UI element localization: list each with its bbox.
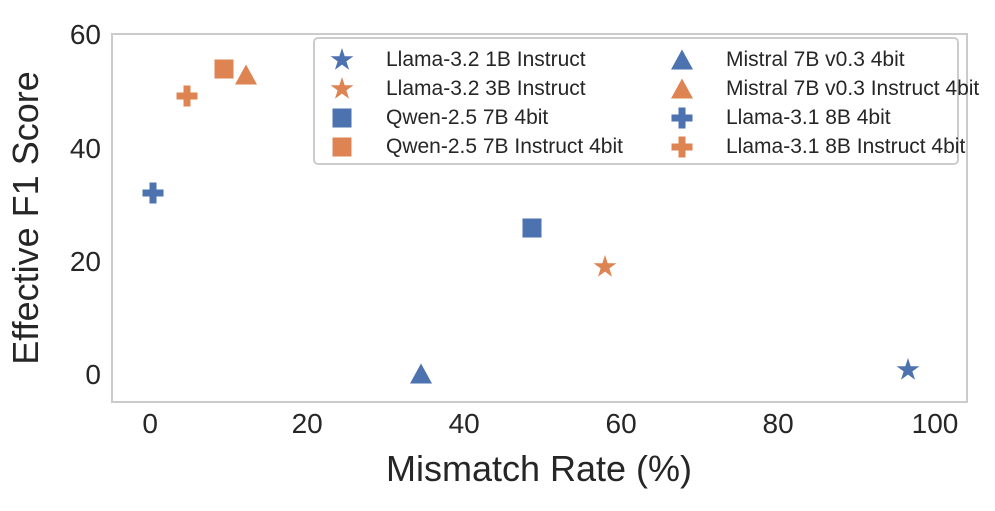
y-tick-label: 60 <box>69 19 101 51</box>
data-point-mistral-7b-v0-3-instruct-4bit <box>233 62 259 88</box>
square-marker-icon <box>214 59 234 79</box>
data-point-llama-3-1-8b-4bit <box>140 180 166 206</box>
legend-label: Mistral 7B v0.3 Instruct 4bit <box>726 76 980 100</box>
legend-marker <box>665 105 699 131</box>
star-marker-icon <box>896 358 920 381</box>
square-marker-icon <box>332 108 352 127</box>
plus-marker-icon <box>142 182 164 204</box>
square-marker-icon <box>332 137 352 156</box>
legend-item-llama-3-1-8b-4bit: Llama-3.1 8B 4bit <box>665 103 979 132</box>
plus-marker-icon <box>176 85 198 107</box>
data-point-llama-3-2-1b-instruct <box>895 357 921 383</box>
legend-label: Llama-3.2 3B Instruct <box>386 76 586 100</box>
data-point-qwen-2-5-7b-4bit <box>519 215 545 241</box>
data-point-qwen-2-5-7b-instruct-4bit <box>211 56 237 82</box>
legend-label: Llama-3.1 8B Instruct 4bit <box>726 134 966 158</box>
star-marker-icon <box>330 47 354 70</box>
triangle-marker-icon <box>671 49 693 69</box>
star-marker-icon <box>593 255 617 278</box>
legend: Llama-3.2 1B Instruct Llama-3.2 3B Instru… <box>313 37 979 165</box>
data-point-llama-3-2-3b-instruct <box>592 254 618 280</box>
triangle-marker-icon <box>671 78 693 98</box>
legend-marker <box>325 134 359 160</box>
legend-item-llama-3-2-3b-instruct: Llama-3.2 3B Instruct <box>325 74 665 103</box>
x-tick-label: 80 <box>762 408 794 439</box>
legend-marker <box>325 47 359 73</box>
square-marker-icon <box>522 218 542 238</box>
legend-item-qwen-2-5-7b-instruct-4bit: Qwen-2.5 7B Instruct 4bit <box>325 132 665 161</box>
legend-marker <box>665 134 699 160</box>
triangle-marker-icon <box>235 64 257 85</box>
plus-marker-icon <box>671 107 693 128</box>
data-point-llama-3-1-8b-instruct-4bit <box>174 83 200 109</box>
legend-item-qwen-2-5-7b-4bit: Qwen-2.5 7B 4bit <box>325 103 665 132</box>
x-tick-label: 40 <box>448 408 480 439</box>
x-tick-label: 20 <box>291 408 323 439</box>
legend-item-mistral-7b-v0-3-4bit: Mistral 7B v0.3 4bit <box>665 45 979 74</box>
legend-item-mistral-7b-v0-3-instruct-4bit: Mistral 7B v0.3 Instruct 4bit <box>665 74 979 103</box>
legend-item-llama-3-2-1b-instruct: Llama-3.2 1B Instruct <box>325 45 665 74</box>
y-tick-label: 40 <box>69 132 101 164</box>
triangle-marker-icon <box>410 363 432 384</box>
legend-label: Llama-3.1 8B 4bit <box>726 105 891 129</box>
legend-marker <box>665 47 699 73</box>
y-tick-label: 20 <box>69 245 101 277</box>
data-point-mistral-7b-v0-3-4bit <box>408 361 434 387</box>
legend-marker <box>665 76 699 102</box>
legend-item-llama-3-1-8b-instruct-4bit: Llama-3.1 8B Instruct 4bit <box>665 132 979 161</box>
legend-marker <box>325 76 359 102</box>
plus-marker-icon <box>671 136 693 157</box>
x-tick-label: 0 <box>142 408 158 439</box>
legend-label: Qwen-2.5 7B Instruct 4bit <box>386 134 623 158</box>
x-tick-label: 100 <box>911 408 959 439</box>
legend-label: Mistral 7B v0.3 4bit <box>726 47 905 71</box>
x-axis-label: Mismatch Rate (%) <box>385 448 693 489</box>
legend-label: Qwen-2.5 7B 4bit <box>386 105 549 129</box>
x-tick-label: 60 <box>605 408 637 439</box>
legend-marker <box>325 105 359 131</box>
y-axis-label: Effective F1 Score <box>5 71 46 365</box>
star-marker-icon <box>330 76 354 99</box>
legend-label: Llama-3.2 1B Instruct <box>386 47 586 71</box>
y-tick-label: 0 <box>85 359 101 390</box>
